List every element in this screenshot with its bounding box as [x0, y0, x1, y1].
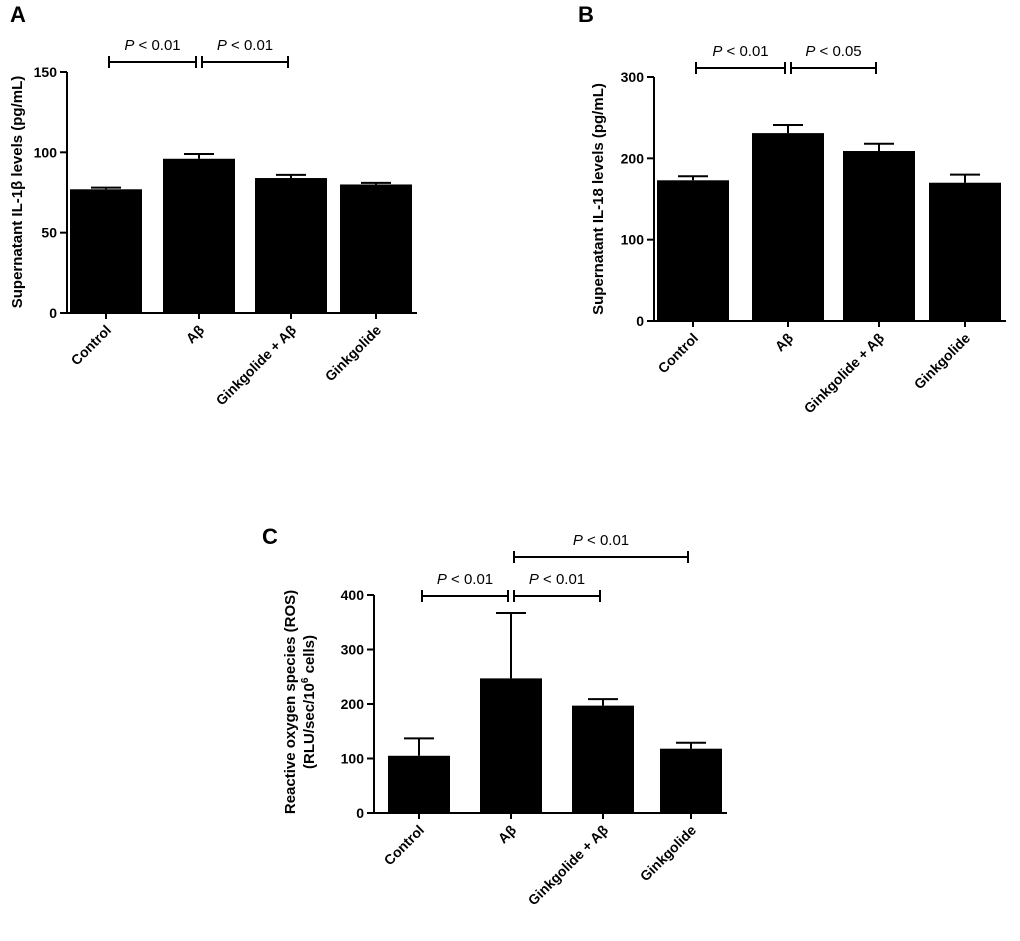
bar [660, 748, 722, 813]
y-axis-label-units: (RLU/sec/106 cells) [300, 635, 318, 769]
x-tick-label: Ginkgolide [322, 322, 385, 385]
panel-letter: A [10, 2, 26, 27]
y-tick-label: 200 [621, 150, 645, 166]
x-tick-label: Ginkgolide + Aβ [801, 329, 888, 416]
x-tick-label: Ginkgolide + Aβ [525, 821, 612, 908]
significance-label: P < 0.01 [124, 37, 180, 54]
y-tick-label: 200 [341, 696, 365, 712]
x-tick-label: Aβ [495, 821, 520, 846]
y-tick-label: 100 [341, 751, 365, 767]
bar [929, 182, 1001, 321]
x-tick-label: Ginkgolide [637, 822, 700, 885]
x-tick-label: Ginkgolide + Aβ [213, 321, 300, 408]
y-tick-label: 100 [621, 232, 645, 248]
bar [572, 705, 634, 813]
significance-label: P < 0.01 [712, 43, 768, 60]
panel-letter: C [262, 524, 278, 549]
bar [163, 158, 235, 313]
bar [388, 755, 450, 813]
y-tick-label: 400 [341, 587, 365, 603]
significance-label: P < 0.01 [217, 37, 273, 54]
x-tick-label: Control [655, 330, 702, 377]
y-tick-label: 100 [34, 144, 58, 160]
y-tick-label: 50 [41, 225, 57, 241]
x-tick-label: Aβ [183, 321, 208, 346]
x-tick-label: Ginkgolide [911, 330, 974, 393]
x-tick-label: Control [381, 822, 428, 869]
panel-b: B 0 100 200 300 Control Aβ Ginkgolide + Aβ Ginkg… [578, 2, 1006, 416]
bar [480, 678, 542, 813]
panel-c: C 0 100 200 300 400 Control Aβ Ginkgolide + Aβ Gi… [262, 524, 727, 908]
panel-a: A 0 50 100 150 Control Aβ Ginkgolide + Aβ Ginkgo… [9, 2, 417, 408]
x-tick-label: Aβ [772, 329, 797, 354]
x-tick-label: Control [68, 322, 115, 369]
bar [752, 133, 824, 321]
bar [70, 189, 142, 313]
y-tick-label: 300 [621, 69, 645, 85]
bar [843, 151, 915, 321]
significance-label: P < 0.05 [805, 43, 861, 60]
y-tick-label: 0 [636, 313, 644, 329]
significance-label: P < 0.01 [437, 571, 493, 588]
y-axis-label: Supernatant IL-18 levels (pg/mL) [590, 83, 607, 315]
significance-label: P < 0.01 [573, 532, 629, 549]
y-tick-label: 0 [49, 305, 57, 321]
y-tick-label: 150 [34, 64, 58, 80]
significance-label: P < 0.01 [529, 571, 585, 588]
panel-letter: B [578, 2, 594, 27]
bar [255, 178, 327, 313]
bar [657, 180, 729, 321]
bar [340, 184, 412, 313]
y-tick-label: 300 [341, 642, 365, 658]
y-axis-label: Reactive oxygen species (ROS) [282, 590, 299, 814]
y-axis-label: Supernatant IL-1β levels (pg/mL) [9, 76, 26, 309]
y-tick-label: 0 [356, 805, 364, 821]
